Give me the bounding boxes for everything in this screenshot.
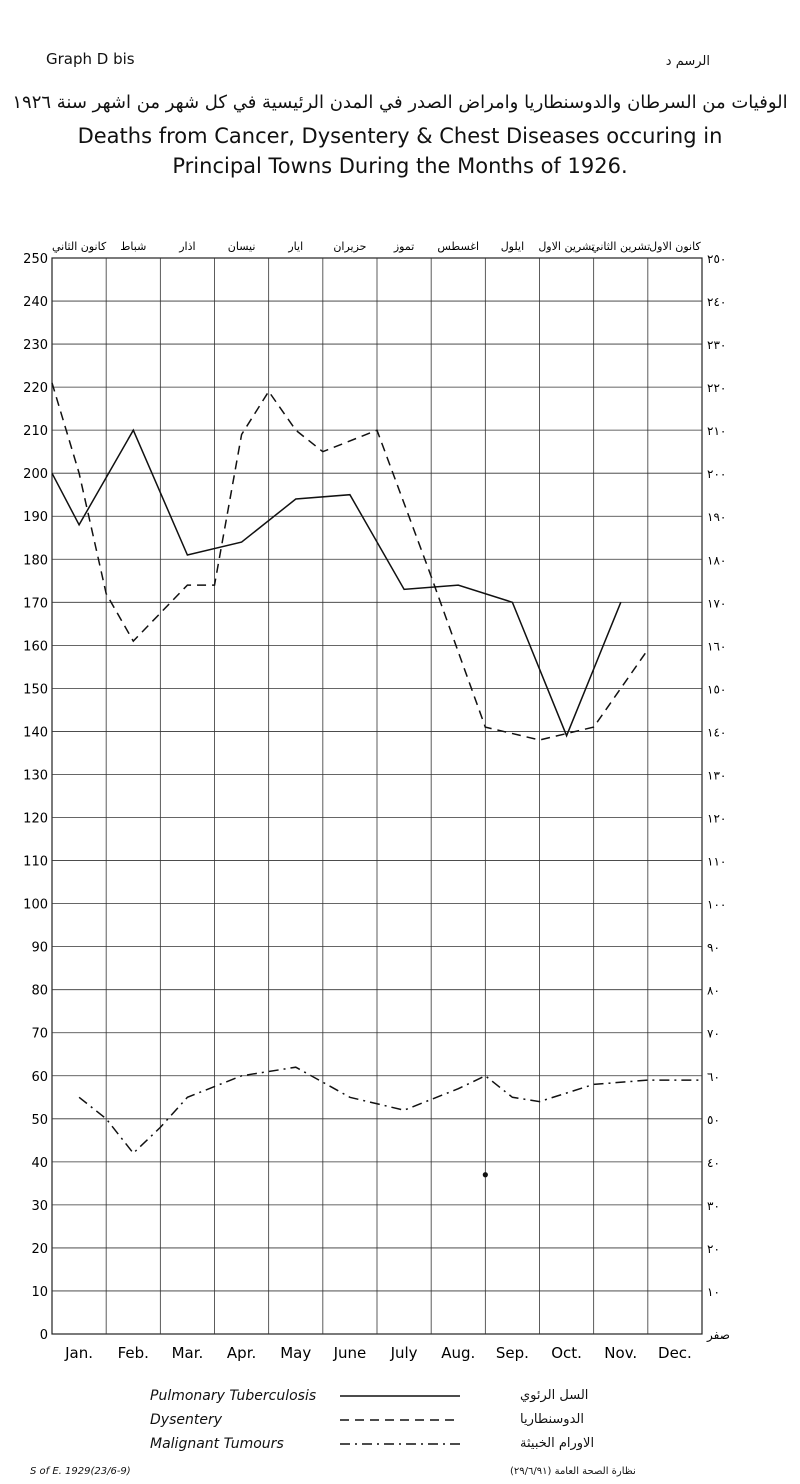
x-tick-label: Feb.: [118, 1344, 149, 1362]
y-tick-label-ar: ١٠: [707, 1285, 720, 1299]
y-tick-label-ar: ١٢٠: [707, 812, 726, 826]
y-tick-label: 90: [31, 941, 48, 956]
y-tick-label-ar: ٤٠: [707, 1156, 720, 1170]
y-tick-label: 80: [31, 984, 48, 999]
y-tick-label: 100: [23, 898, 48, 913]
y-tick-label-ar: ٩٠: [707, 941, 720, 955]
y-tick-label-ar: ٢٠: [707, 1242, 720, 1256]
y-tick-label-ar: ٦٠: [707, 1070, 720, 1084]
legend-label-tb: Pulmonary Tuberculosis: [150, 1388, 317, 1404]
legend-label-tb-ar: السل الرئوي: [520, 1388, 589, 1403]
y-tick-label-ar: ٣٠: [707, 1199, 720, 1213]
y-tick-label: 140: [23, 725, 48, 740]
y-tick-label: 120: [23, 812, 48, 827]
y-tick-label: 10: [31, 1285, 48, 1300]
graph-label: Graph D bis: [46, 50, 135, 68]
y-tick-label: 190: [23, 510, 48, 525]
y-tick-label-ar: ١٥٠: [707, 682, 726, 696]
x-tick-label-ar: نيسان: [228, 240, 256, 253]
y-tick-label-ar: ٢٠٠: [707, 467, 726, 481]
y-tick-label: 130: [23, 768, 48, 783]
y-tick-label-ar: ٢١٠: [707, 424, 726, 438]
series-line-tumours: [78, 1066, 702, 1155]
chart-title-line1: Deaths from Cancer, Dysentery & Chest Di…: [77, 124, 723, 148]
y-tick-label-ar: ١٤٠: [707, 725, 726, 739]
y-tick-label: 20: [31, 1242, 48, 1257]
y-tick-label-ar: ١٣٠: [707, 768, 726, 782]
series-line-tuberculosis: [51, 428, 622, 738]
x-tick-label-ar: اغسطس: [437, 240, 479, 253]
x-tick-label: Jan.: [64, 1344, 93, 1362]
y-tick-label-ar: ٨٠: [707, 984, 720, 998]
y-tick-label-ar: ١٠٠: [707, 898, 726, 912]
y-tick-label: 70: [31, 1027, 48, 1042]
x-tick-label: May: [280, 1344, 311, 1362]
x-tick-label: Mar.: [172, 1344, 204, 1362]
x-tick-label-ar: تموز: [393, 240, 414, 253]
y-tick-label: 40: [31, 1156, 48, 1171]
y-tick-label-ar: ٥٠: [707, 1113, 720, 1127]
y-tick-label: 180: [23, 553, 48, 568]
y-tick-label: 230: [23, 338, 48, 353]
graph-label-ar: الرسم د: [665, 54, 710, 69]
y-tick-label-ar: ١٩٠: [707, 510, 726, 524]
y-tick-label-ar: ٢٤٠: [707, 295, 726, 309]
x-tick-label-ar: كانون الثاني: [52, 240, 107, 253]
y-tick-label: 170: [23, 596, 48, 611]
chart-title-line2: Principal Towns During the Months of 192…: [172, 154, 628, 178]
data-point-isolated: [482, 1172, 488, 1178]
y-tick-label: 250: [23, 252, 48, 267]
y-tick-label: 220: [23, 381, 48, 396]
y-tick-label: 240: [23, 295, 48, 310]
y-tick-label: 30: [31, 1199, 48, 1214]
y-tick-label: 0: [40, 1328, 48, 1343]
y-tick-label-ar: ١١٠: [707, 855, 726, 869]
y-tick-label-ar: ٢٣٠: [707, 338, 726, 352]
y-tick-label-ar: ٢٥٠: [707, 252, 726, 266]
legend-label-dysentery: Dysentery: [150, 1412, 222, 1428]
x-tick-label: July: [390, 1344, 418, 1362]
x-tick-label: June: [333, 1344, 367, 1362]
x-tick-label: Aug.: [441, 1344, 475, 1362]
x-tick-label-ar: ايلول: [501, 240, 524, 253]
x-tick-label-ar: تشرين الاول: [538, 240, 595, 253]
y-tick-label-ar: ١٦٠: [707, 639, 726, 653]
legend-label-dysentery-ar: الدوسنطاريا: [520, 1412, 584, 1427]
y-tick-label: 160: [23, 639, 48, 654]
x-tick-label: Sep.: [496, 1344, 529, 1362]
y-tick-label: 200: [23, 467, 48, 482]
y-tick-label-ar: ١٧٠: [707, 596, 726, 610]
y-tick-label-ar: ٧٠: [707, 1027, 720, 1041]
x-tick-label-ar: حزيران: [333, 240, 366, 253]
x-tick-label-ar: كانون الاول: [649, 240, 701, 253]
y-tick-label-ar: صفر: [706, 1328, 730, 1343]
legend-label-tumours: Malignant Tumours: [150, 1436, 284, 1452]
y-tick-label: 60: [31, 1070, 48, 1085]
series-line-dysentery: [51, 382, 649, 741]
x-tick-label-ar: ايار: [287, 240, 303, 253]
y-tick-label: 210: [23, 424, 48, 439]
x-tick-label: Dec.: [658, 1344, 692, 1362]
chart-title-ar: الوفيات من السرطان والدوسنطاريا وامراض ا…: [12, 92, 788, 113]
x-tick-label-ar: اذار: [178, 240, 195, 253]
x-tick-label: Nov.: [604, 1344, 637, 1362]
legend-label-tumours-ar: الاورام الخبيثة: [520, 1436, 595, 1451]
y-tick-label: 50: [31, 1113, 48, 1128]
y-tick-label-ar: ٢٢٠: [707, 381, 726, 395]
x-tick-label-ar: تشرين الثاني: [591, 240, 650, 253]
footer-right: (٢٩/٦/٩١) نظارة الصحة العامة: [510, 1466, 636, 1477]
x-tick-label: Apr.: [227, 1344, 256, 1362]
y-tick-label-ar: ١٨٠: [707, 553, 726, 567]
x-tick-label: Oct.: [551, 1344, 582, 1362]
x-tick-label-ar: شباط: [120, 240, 146, 253]
footer-left: S of E. 1929(23/6-9): [30, 1466, 131, 1477]
y-tick-label: 110: [23, 855, 48, 870]
y-tick-label: 150: [23, 682, 48, 697]
